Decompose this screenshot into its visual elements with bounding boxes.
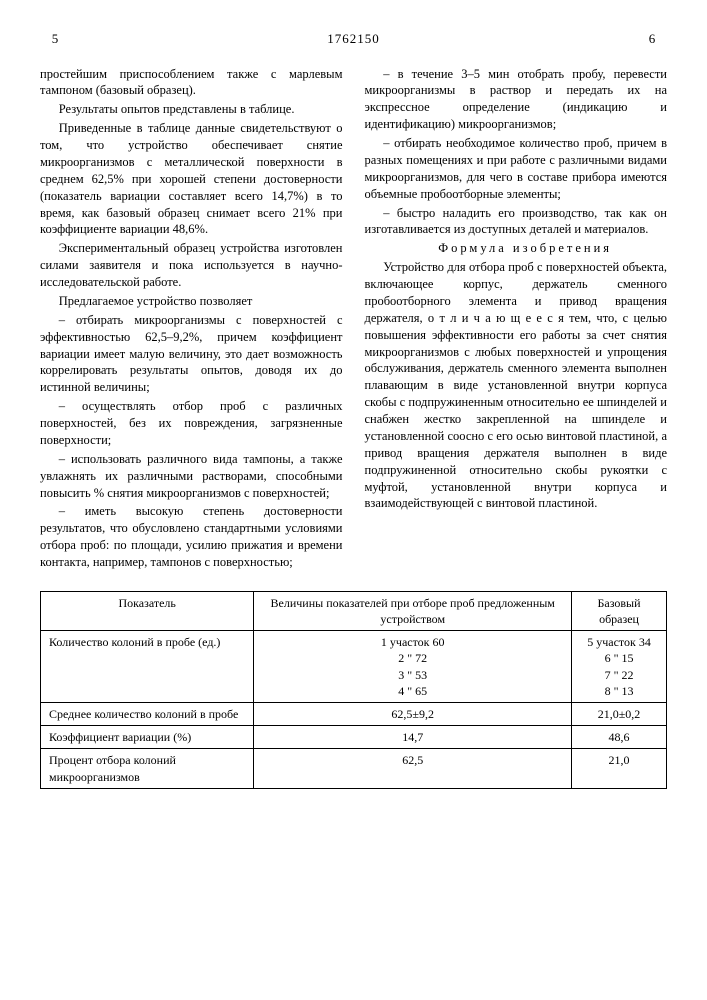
results-table: Показатель Величины показателей при отбо… (40, 591, 667, 789)
document-number: 1762150 (70, 30, 637, 48)
para: Приведенные в таблице данные свидетельст… (40, 120, 343, 238)
para: – быстро наладить его производство, так … (365, 205, 668, 239)
subval: 1 участок 60 (262, 634, 563, 650)
cell-label: Среднее количество колоний в пробе (41, 703, 254, 726)
para: Устройство для отбора проб с поверхносте… (365, 259, 668, 512)
left-column: простейшим приспособлением также с марле… (40, 66, 343, 573)
cell-label: Количество колоний в пробе (ед.) (41, 631, 254, 703)
cell-value: 21,0±0,2 (572, 703, 667, 726)
text-columns: простейшим приспособлением также с марле… (40, 66, 667, 573)
table-row: Среднее количество колоний в пробе 62,5±… (41, 703, 667, 726)
page-number-left: 5 (40, 30, 70, 48)
right-column: – в течение 3–5 мин отобрать пробу, пере… (365, 66, 668, 573)
page-number-right: 6 (637, 30, 667, 48)
para: Экспериментальный образец устройства изг… (40, 240, 343, 291)
subval: 2 " 72 (262, 650, 563, 666)
cell-value: 48,6 (572, 726, 667, 749)
para: простейшим приспособлением также с марле… (40, 66, 343, 100)
cell-value: 1 участок 60 2 " 72 3 " 53 4 " 65 (254, 631, 572, 703)
para: – осуществлять отбор проб с различных по… (40, 398, 343, 449)
para: – использовать различного вида тампоны, … (40, 451, 343, 502)
para: – иметь высокую степень достоверности ре… (40, 503, 343, 571)
subval: 6 " 15 (580, 650, 658, 666)
table-row: Процент отбора колоний микроорганизмов 6… (41, 749, 667, 788)
formula-title: Формула изобретения (365, 240, 668, 257)
subval: 8 " 13 (580, 683, 658, 699)
cell-value: 5 участок 34 6 " 15 7 " 22 8 " 13 (572, 631, 667, 703)
cell-label: Процент отбора колоний микроорганизмов (41, 749, 254, 788)
table-header-row: Показатель Величины показателей при отбо… (41, 591, 667, 630)
col-header: Базовый образец (572, 591, 667, 630)
table-row: Количество колоний в пробе (ед.) 1 участ… (41, 631, 667, 703)
subval: 5 участок 34 (580, 634, 658, 650)
table-row: Коэффициент вариации (%) 14,7 48,6 (41, 726, 667, 749)
cell-value: 14,7 (254, 726, 572, 749)
cell-label: Коэффициент вариации (%) (41, 726, 254, 749)
subval: 3 " 53 (262, 667, 563, 683)
para: – отбирать необходимое количество проб, … (365, 135, 668, 203)
cell-value: 62,5 (254, 749, 572, 788)
para: Предлагаемое устройство позволяет (40, 293, 343, 310)
para: – отбирать микроорганизмы с поверхностей… (40, 312, 343, 396)
cell-value: 21,0 (572, 749, 667, 788)
subval: 4 " 65 (262, 683, 563, 699)
col-header: Показатель (41, 591, 254, 630)
subval: 7 " 22 (580, 667, 658, 683)
para: – в течение 3–5 мин отобрать пробу, пере… (365, 66, 668, 134)
col-header: Величины показателей при отборе проб пре… (254, 591, 572, 630)
para: Результаты опытов представлены в таблице… (40, 101, 343, 118)
page-header: 5 1762150 6 (40, 30, 667, 48)
cell-value: 62,5±9,2 (254, 703, 572, 726)
